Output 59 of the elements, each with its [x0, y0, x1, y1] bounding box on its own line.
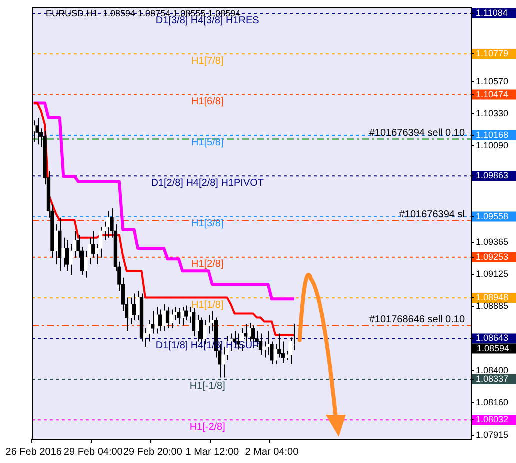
candlestick — [162, 304, 166, 332]
ref-line-label: H1[1/8] — [191, 300, 224, 311]
annotation: #101768646 sell 0.10 — [369, 314, 466, 326]
candlestick — [151, 310, 155, 334]
y-tick-label: 1.08160 — [476, 398, 509, 408]
candlestick — [180, 306, 185, 326]
y-tick-label: 1.08400 — [476, 366, 509, 376]
candlestick — [106, 210, 110, 238]
candlestick — [248, 322, 252, 342]
candlestick — [170, 309, 174, 329]
y-tick-label: 1.10090 — [476, 140, 509, 150]
y-tick-label: 1.09863 — [476, 170, 509, 181]
x-tick-label: 2 Mar 04:00 — [245, 446, 300, 458]
annotation: #101676394 sl — [399, 209, 465, 220]
y-tick-label: 1.09365 — [476, 237, 509, 247]
x-tick-label: 26 Feb 2016 — [6, 446, 62, 458]
x-tick-label: 29 Feb 20:00 — [123, 446, 183, 458]
candlestick — [132, 293, 136, 321]
x-tick-label: 1 Mar 12:00 — [186, 446, 240, 458]
y-tick-label: 1.08885 — [476, 300, 509, 311]
candlestick — [128, 297, 132, 325]
candlestick — [36, 117, 40, 146]
y-tick-label: 1.08337 — [476, 374, 509, 384]
ref-line-label: H1[2/8] — [191, 259, 224, 270]
y-tick-label: 1.09253 — [476, 252, 509, 262]
candlestick — [244, 324, 248, 342]
ref-line-label: H1[6/8] — [191, 96, 224, 108]
ref-line-label: H1[7/8] — [191, 56, 224, 67]
y-tick-label: 1.10779 — [476, 48, 509, 59]
candlestick — [177, 308, 181, 325]
y-tick-label: 1.08948 — [476, 292, 509, 303]
candlestick — [196, 314, 200, 342]
y-tick-label: 1.11084 — [476, 8, 508, 18]
y-tick-label: 1.09125 — [476, 268, 509, 279]
candlestick — [66, 240, 70, 272]
candlestick — [184, 305, 188, 321]
y-tick-label: 1.07915 — [476, 430, 509, 440]
ref-line-label: H1[3/8] — [191, 218, 224, 230]
candlestick — [166, 306, 170, 329]
candlestick — [69, 244, 73, 276]
y-tick-label: 1.09558 — [476, 211, 509, 222]
x-tick-label: 29 Feb 04:00 — [64, 446, 124, 458]
candlestick — [154, 306, 158, 334]
y-tick-label: 1.10330 — [476, 108, 509, 118]
ref-line-label: H1[-2/8] — [190, 422, 226, 433]
y-tick-label: 1.10168 — [476, 130, 509, 140]
candlestick — [278, 333, 282, 358]
candlestick — [158, 309, 162, 332]
text: 1.08594 — [477, 344, 510, 354]
candlestick — [258, 333, 263, 356]
y-tick-label: 1.10570 — [476, 76, 509, 86]
y-tick-label: 1.10474 — [476, 89, 509, 100]
ref-line-label: D1[2/8] H4[2/8] H1PIVOT — [151, 178, 264, 189]
ref-line-label: H1[-1/8] — [190, 381, 226, 392]
y-tick-label: 1.08643 — [476, 333, 509, 344]
candlestick — [92, 230, 96, 258]
annotation: #101676394 sell 0.10 — [369, 128, 466, 140]
y-tick-label: 1.08032 — [476, 414, 509, 425]
ref-line-label: H1[5/8] — [191, 137, 224, 148]
